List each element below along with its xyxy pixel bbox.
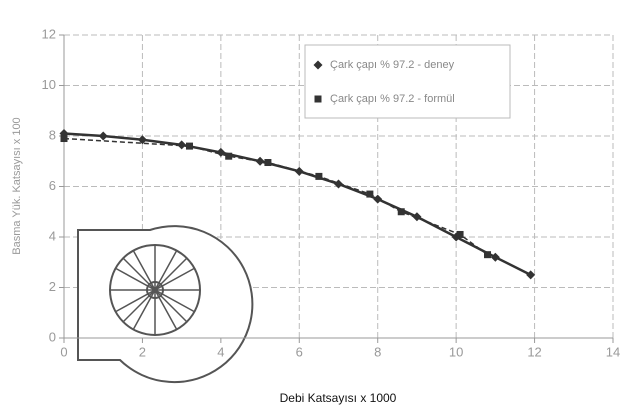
point — [526, 270, 536, 280]
point — [137, 135, 147, 145]
legend-label: Çark çapı % 97.2 - deney — [330, 59, 455, 71]
x-tick-label: 0 — [60, 344, 67, 359]
point — [177, 140, 187, 150]
y-axis-label: Basma Yük. Katsayısı x 100 — [11, 117, 23, 254]
point — [185, 142, 193, 150]
y-tick-label: 6 — [49, 178, 56, 193]
point — [225, 152, 233, 160]
x-tick-label: 12 — [527, 344, 541, 359]
y-tick-label: 0 — [49, 329, 56, 344]
point — [314, 95, 322, 103]
point — [98, 131, 108, 141]
x-tick-label: 2 — [139, 344, 146, 359]
y-tick-label: 8 — [49, 127, 56, 142]
point — [490, 252, 500, 262]
y-tick-label: 4 — [49, 228, 56, 243]
point — [366, 190, 374, 198]
x-tick-label: 4 — [217, 344, 224, 359]
point — [397, 208, 405, 216]
point — [264, 159, 272, 167]
point — [60, 135, 68, 143]
y-tick-label: 10 — [42, 77, 56, 92]
x-tick-label: 10 — [449, 344, 463, 359]
y-tick-label: 12 — [42, 26, 56, 41]
point — [484, 251, 492, 259]
point — [313, 60, 323, 70]
point — [294, 166, 304, 176]
point — [456, 230, 464, 238]
y-tick-label: 2 — [49, 279, 56, 294]
point — [315, 172, 323, 180]
legend-box — [304, 44, 511, 119]
point — [255, 156, 265, 166]
x-tick-label: 8 — [374, 344, 381, 359]
x-axis-label: Debi Katsayısı x 1000 — [280, 391, 397, 405]
x-tick-label: 6 — [296, 344, 303, 359]
legend-label: Çark çapı % 97.2 - formül — [330, 93, 455, 105]
fan-illustration — [77, 225, 254, 384]
x-tick-label: 14 — [606, 344, 620, 359]
